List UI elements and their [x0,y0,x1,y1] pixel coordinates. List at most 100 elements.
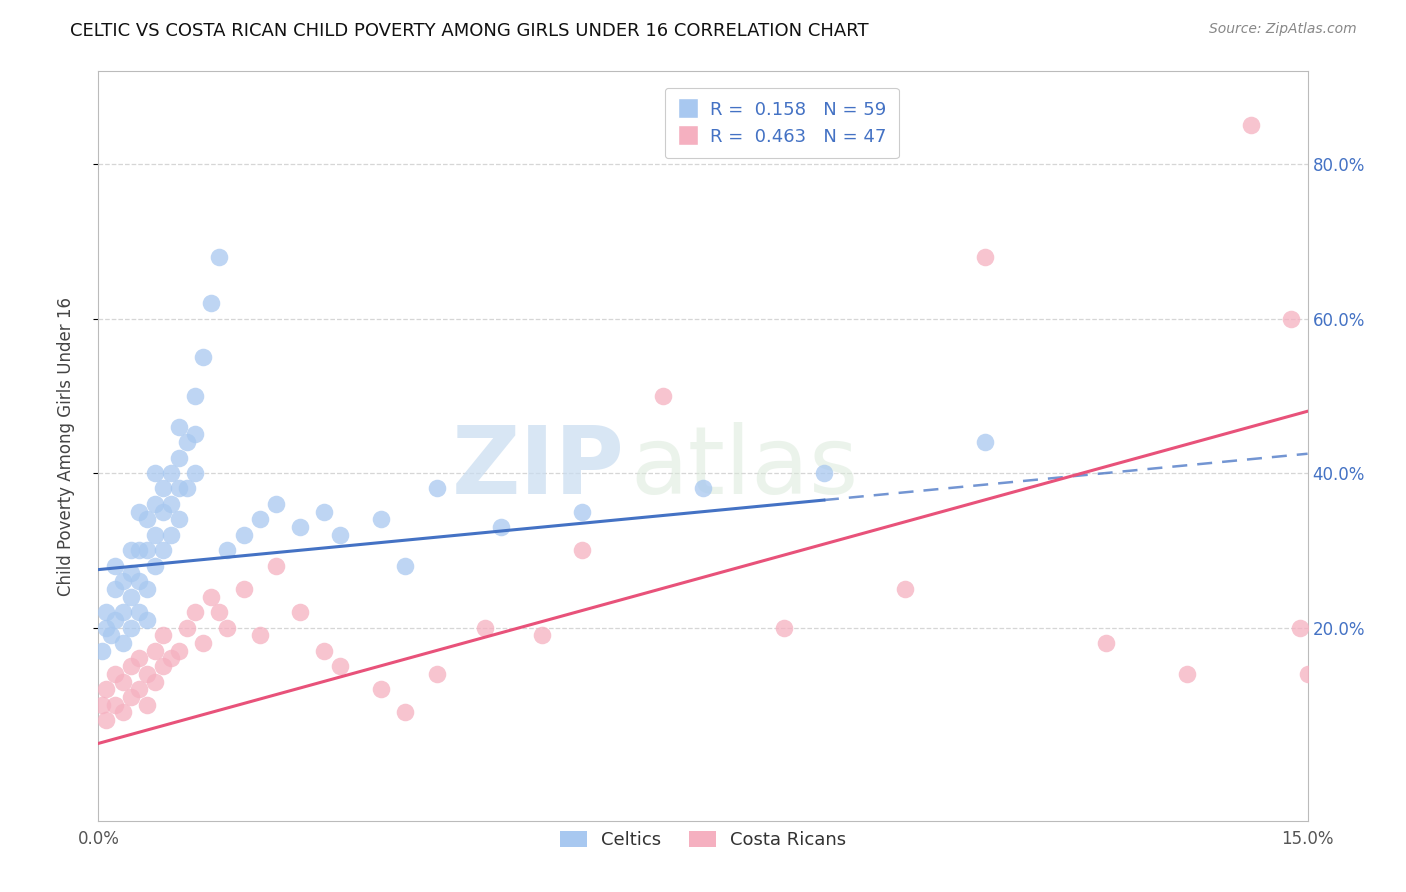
Point [103,698,125,712]
Point [571,505,593,519]
Point [167,512,190,526]
Text: CELTIC VS COSTA RICAN CHILD POVERTY AMONG GIRLS UNDER 16 CORRELATION CHART: CELTIC VS COSTA RICAN CHILD POVERTY AMON… [70,22,869,40]
Point [152,628,174,642]
Point [143,674,166,689]
Point [120,543,142,558]
Point [143,558,166,573]
Point [1240,119,1263,133]
Point [184,389,207,403]
Point [96,682,118,697]
Point [193,636,215,650]
Point [1095,636,1118,650]
Point [184,605,207,619]
Point [208,605,231,619]
Point [96,621,118,635]
Point [152,543,174,558]
Point [1175,666,1198,681]
Point [1296,666,1319,681]
Point [160,466,183,480]
Point [152,659,174,673]
Point [249,512,271,526]
Point [128,543,150,558]
Point [772,621,794,635]
Point [394,558,416,573]
Point [120,690,142,704]
Point [103,666,125,681]
Point [394,706,416,720]
Point [314,643,336,657]
Point [135,512,157,526]
Point [160,528,183,542]
Point [120,566,142,581]
Point [264,497,287,511]
Point [120,621,142,635]
Point [1288,621,1310,635]
Point [184,466,207,480]
Point [200,296,222,310]
Point [135,613,157,627]
Point [91,698,114,712]
Point [974,435,997,450]
Point [143,643,166,657]
Point [426,482,449,496]
Point [232,528,254,542]
Point [491,520,513,534]
Point [329,659,352,673]
Point [111,574,134,589]
Point [143,497,166,511]
Point [217,621,239,635]
Point [264,558,287,573]
Point [184,427,207,442]
Point [128,505,150,519]
Point [314,505,336,519]
Point [96,605,118,619]
Point [152,482,174,496]
Point [160,651,183,665]
Point [135,666,157,681]
Point [100,628,122,642]
Point [370,682,392,697]
Point [143,466,166,480]
Point [974,250,997,264]
Point [176,482,198,496]
Point [91,643,114,657]
Point [893,582,915,596]
Point [167,419,190,434]
Text: atlas: atlas [630,423,859,515]
Point [167,643,190,657]
Point [208,250,231,264]
Point [426,666,449,681]
Legend: Celtics, Costa Ricans: Celtics, Costa Ricans [553,824,853,856]
Point [111,674,134,689]
Point [571,543,593,558]
Point [217,543,239,558]
Point [135,543,157,558]
Point [120,659,142,673]
Point [128,651,150,665]
Point [232,582,254,596]
Point [474,621,496,635]
Point [103,613,125,627]
Point [176,621,198,635]
Point [152,505,174,519]
Text: ZIP: ZIP [451,423,624,515]
Point [193,350,215,364]
Point [288,520,311,534]
Point [103,582,125,596]
Text: Source: ZipAtlas.com: Source: ZipAtlas.com [1209,22,1357,37]
Point [143,528,166,542]
Point [530,628,553,642]
Point [329,528,352,542]
Y-axis label: Child Poverty Among Girls Under 16: Child Poverty Among Girls Under 16 [56,296,75,596]
Point [200,590,222,604]
Point [692,482,714,496]
Point [128,682,150,697]
Point [651,389,673,403]
Point [167,482,190,496]
Point [249,628,271,642]
Point [103,558,125,573]
Point [160,497,183,511]
Point [176,435,198,450]
Point [135,698,157,712]
Point [1281,311,1303,326]
